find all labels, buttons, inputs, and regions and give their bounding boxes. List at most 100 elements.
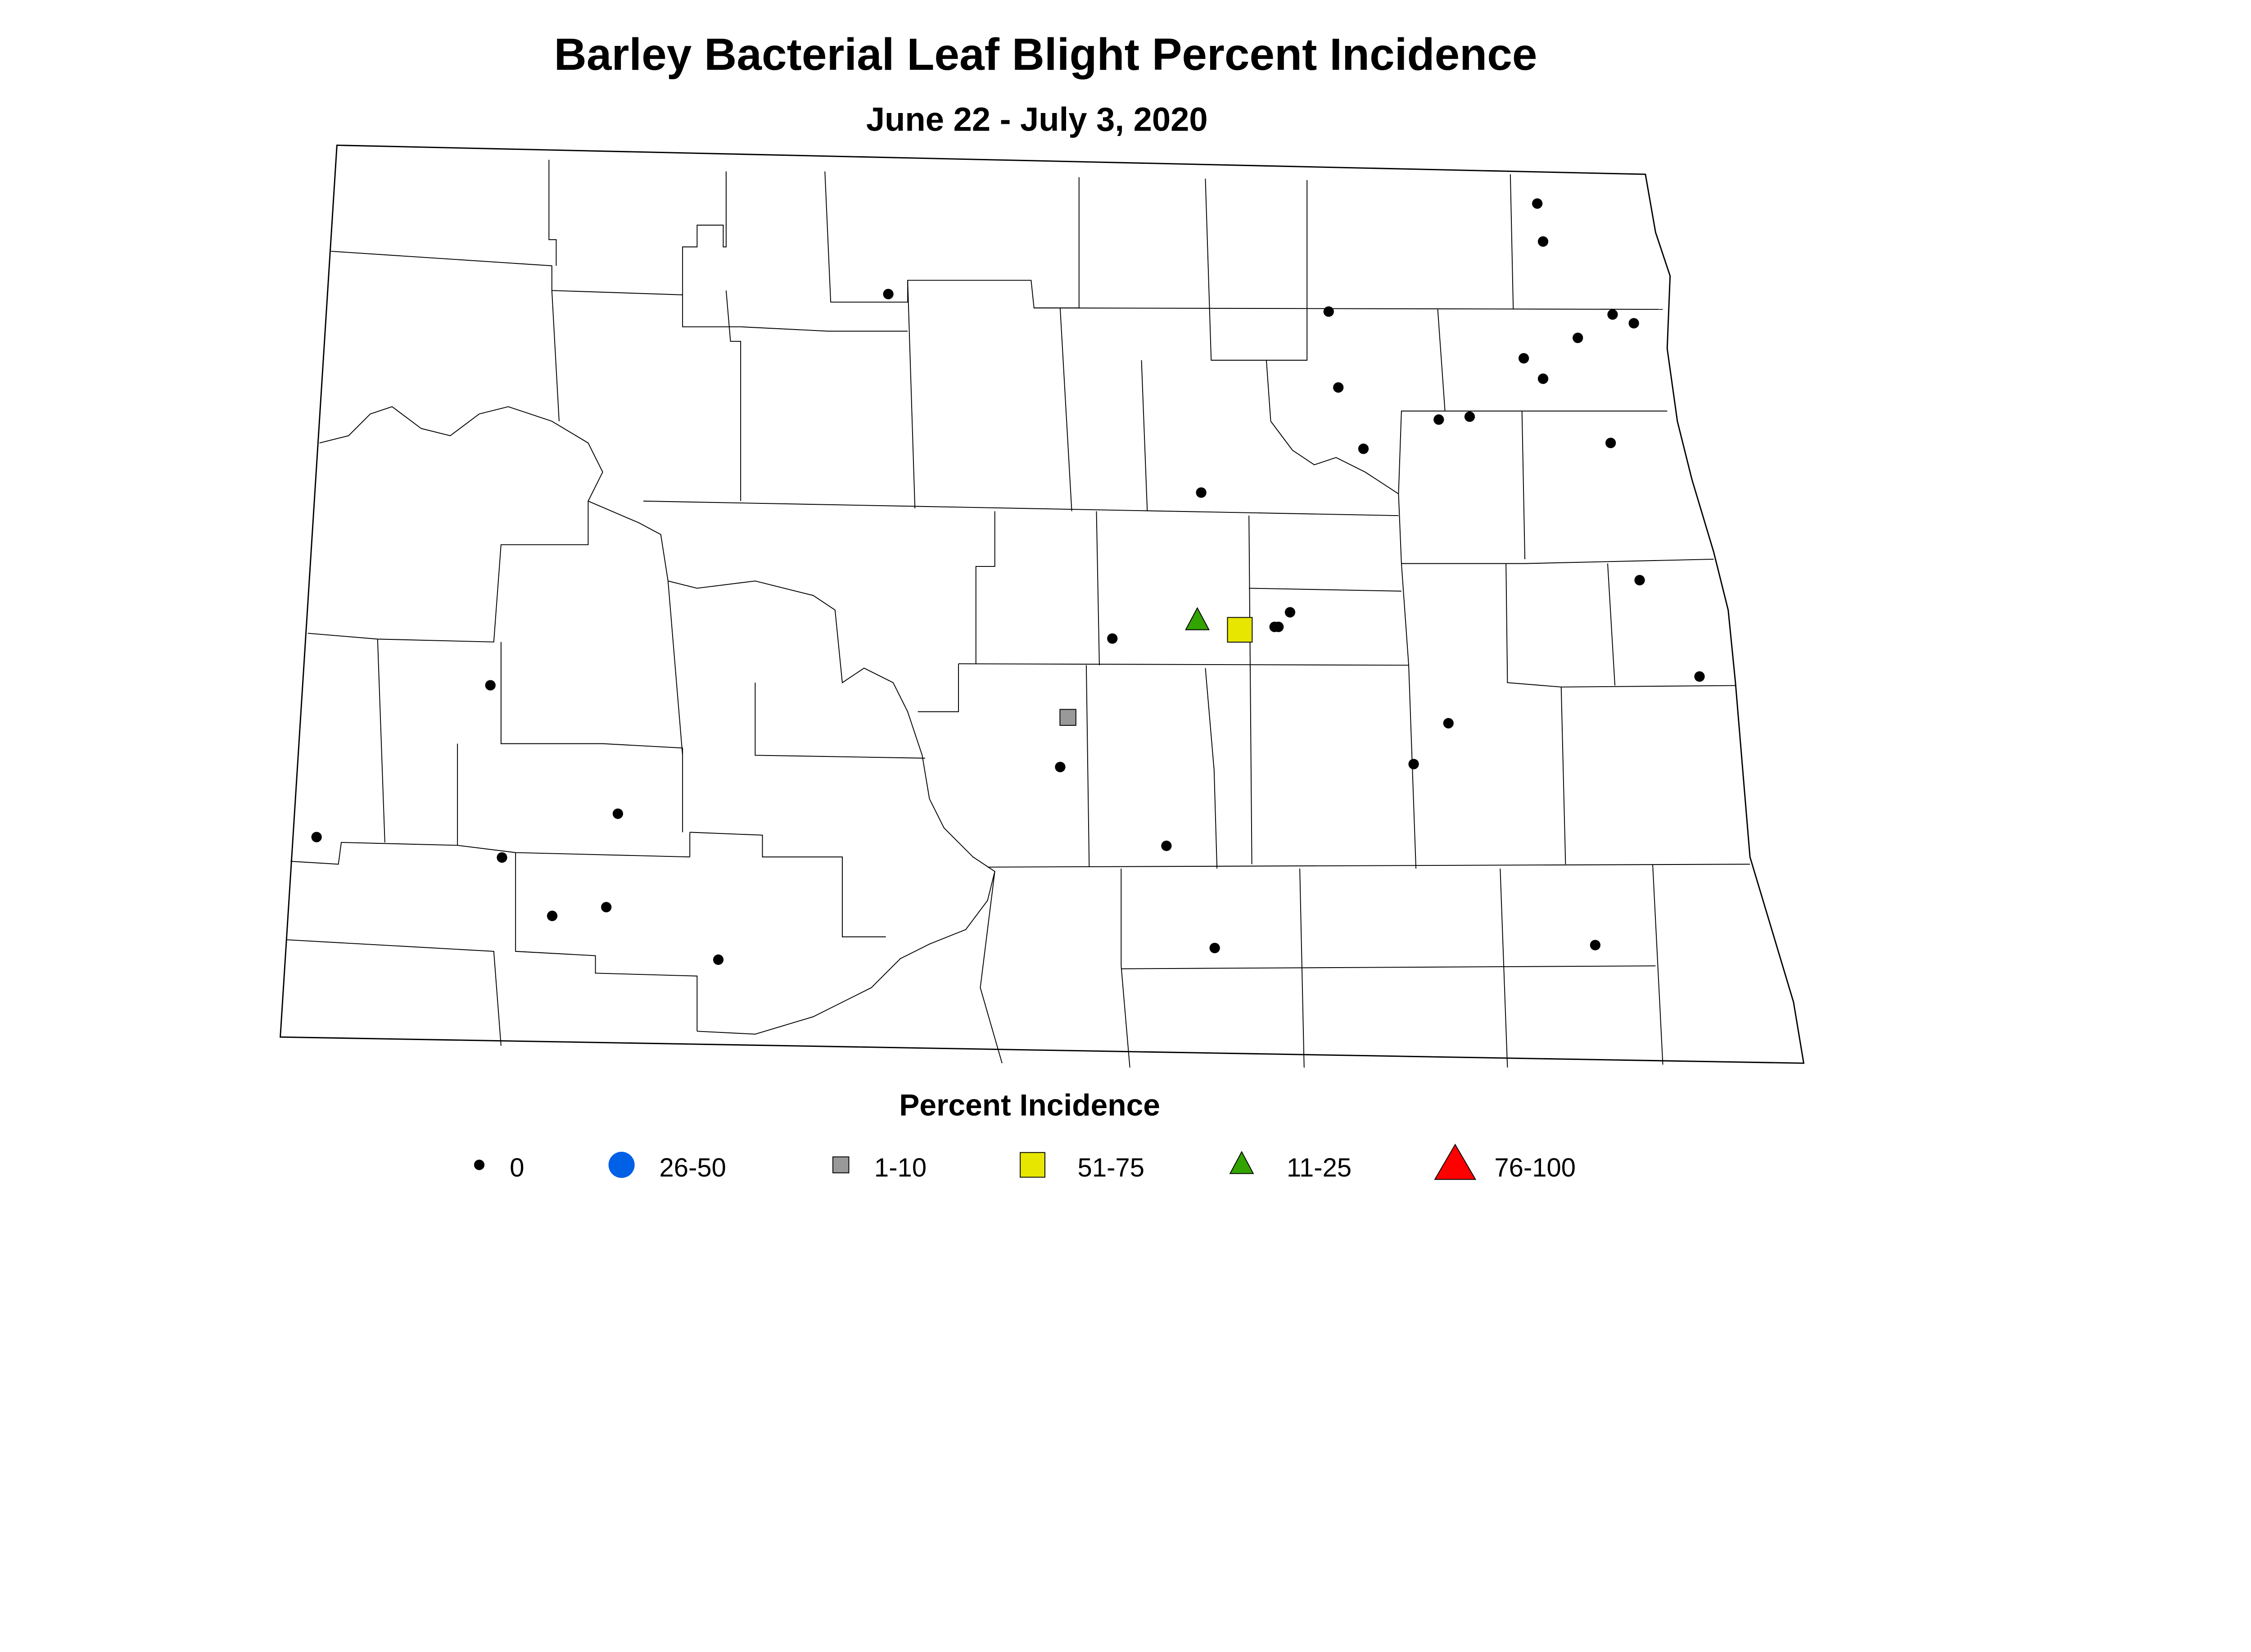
survey-point-dot [713,954,724,965]
county-boundary [980,871,1003,1064]
county-boundary [1121,965,1656,969]
county-boundary [1521,411,1526,559]
county-boundary [1096,511,1100,665]
county-boundary [515,852,698,1032]
county-boundary [1034,307,1663,310]
survey-point-dot [497,852,507,863]
county-boundary [1249,588,1401,592]
legend: 0 26-50 1-10 51-75 11-25 76-100 [474,1144,1576,1182]
survey-point-square [1227,617,1253,643]
legend-label: 0 [510,1153,524,1182]
county-boundary [1652,864,1663,1065]
county-boundary [1500,868,1508,1068]
legend-label: 1-10 [874,1153,927,1182]
survey-point-dot [1628,318,1639,329]
legend-title: Percent Incidence [899,1088,1160,1122]
county-boundary [1398,309,1446,494]
survey-point-dot [1273,621,1284,632]
survey-point-dot [1537,236,1549,247]
survey-point-dot [1607,309,1618,320]
survey-points [311,198,1705,965]
survey-point-dot [1323,306,1334,317]
county-boundary [682,294,908,332]
legend-label: 51-75 [1078,1153,1144,1182]
survey-point-dot [1532,198,1543,209]
county-boundary [1205,178,1308,361]
county-boundary [958,663,1417,869]
county-boundary [319,406,995,1035]
legend-symbol-square-small [832,1156,850,1173]
county-boundary [1299,869,1305,1068]
map-title: Barley Bacterial Leaf Blight Percent Inc… [554,29,1537,80]
county-boundary [824,171,1080,308]
survey-point-dot [1443,718,1454,729]
survey-point-dot [1433,414,1444,425]
legend-item: 1-10 [832,1153,927,1182]
legend-item: 11-25 [1229,1151,1352,1182]
county-boundary [1085,665,1090,867]
county-boundary [377,639,385,843]
county-boundary [1205,668,1218,869]
survey-point-square-small [1059,709,1076,726]
county-boundary [286,939,502,1046]
survey-point-dot [1573,332,1583,343]
county-boundary [907,280,916,509]
survey-point-dot [1464,411,1475,422]
legend-item: 0 [474,1153,524,1182]
county-boundary [1059,308,1072,511]
county-boundary [1398,493,1714,564]
survey-point-dot [1605,438,1616,448]
county-boundary [643,500,1399,516]
legend-symbol-dot [474,1159,485,1170]
county-boundaries [286,159,1750,1068]
legend-item: 26-50 [608,1152,726,1182]
map-subtitle: June 22 - July 3, 2020 [866,100,1208,138]
survey-point-dot [1590,940,1600,950]
survey-point-dot [1055,761,1066,773]
legend-item: 51-75 [1020,1152,1144,1182]
county-boundary [331,171,727,295]
survey-point-dot [1161,840,1172,851]
county-boundary [1270,421,1399,494]
survey-point-dot [547,910,558,921]
legend-symbol-triangle-large [1434,1144,1477,1180]
survey-point-dot [1196,487,1207,498]
county-boundary [725,290,741,501]
county-boundary [1401,563,1409,665]
legend-symbol-circle [608,1152,635,1178]
survey-point-dot [1518,353,1529,364]
county-boundary [1248,516,1252,864]
survey-point-dot [485,680,496,691]
survey-point-dot [1634,575,1645,586]
survey-point-dot [612,808,624,819]
county-boundary [551,290,560,421]
county-boundary [307,501,589,643]
county-boundary [500,642,683,833]
county-boundary [1505,563,1736,688]
county-boundary [1510,174,1514,310]
legend-item: 76-100 [1434,1144,1576,1182]
legend-label: 11-25 [1287,1153,1352,1182]
county-boundary [1560,687,1566,864]
legend-symbol-square [1020,1152,1045,1178]
survey-point-dot [1358,444,1369,454]
survey-point-triangle [1185,607,1210,630]
county-boundary [918,664,959,712]
survey-point-dot [1209,942,1220,954]
county-boundary [690,832,886,937]
county-boundary [1266,360,1271,421]
county-boundary [975,511,995,664]
survey-point-dot [883,289,894,299]
county-boundary [1607,563,1616,686]
legend-label: 26-50 [660,1153,726,1182]
county-boundary [290,842,690,865]
legend-label: 76-100 [1494,1153,1576,1182]
county-boundary [548,159,557,266]
state-outline [280,145,1805,1064]
incidence-map: Barley Bacterial Leaf Blight Percent Inc… [280,29,1805,1182]
survey-point-dot [1694,671,1705,682]
legend-symbol-triangle [1229,1151,1254,1174]
survey-point-dot [1284,607,1296,618]
county-boundary [667,581,683,756]
survey-point-dot [1107,633,1118,644]
